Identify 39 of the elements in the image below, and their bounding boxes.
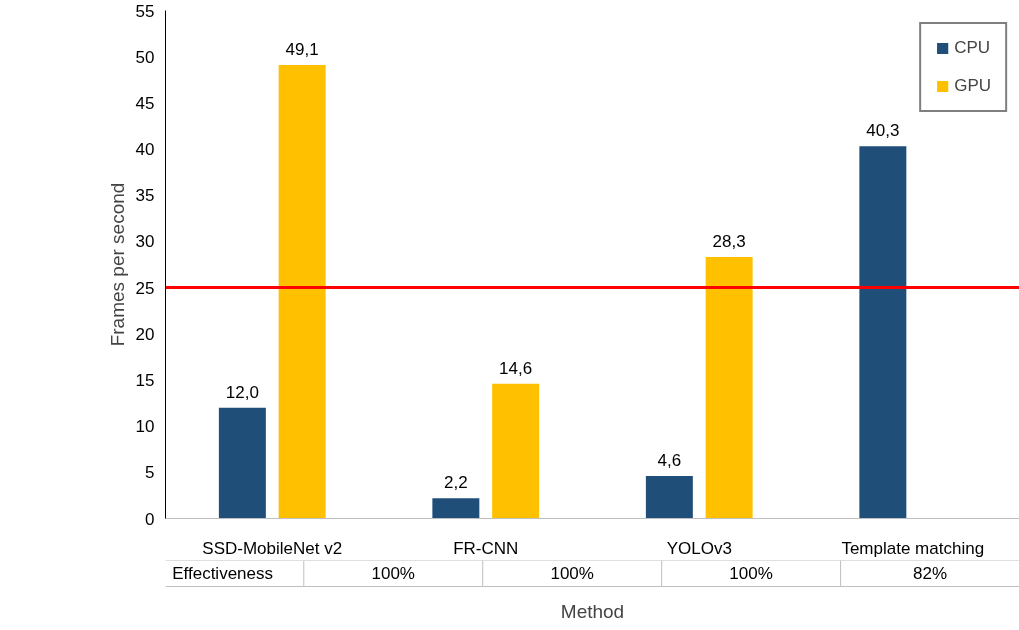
data-label: 2,2 [444, 473, 468, 493]
x-axis-title: Method [560, 600, 625, 622]
x-tick-label: YOLOv3 [666, 538, 732, 558]
data-label: 40,3 [866, 121, 900, 141]
data-label: 4,6 [657, 451, 682, 471]
y-tick-label: 20 [135, 324, 155, 344]
data-label: 14,6 [499, 358, 533, 378]
bar [432, 498, 480, 519]
text: 100% [729, 563, 773, 583]
bar [645, 476, 693, 519]
text: 100% [550, 563, 594, 583]
text: 82% [913, 563, 948, 583]
legend-label: CPU [954, 38, 991, 58]
x-tick-label: SSD-MobileNet v2 [202, 538, 343, 558]
y-tick-label: 10 [135, 417, 155, 437]
data-label: 28,3 [712, 232, 746, 252]
data-label: 12,0 [225, 382, 259, 402]
bar [705, 257, 753, 519]
text: 100% [371, 563, 415, 583]
y-tick-label: 30 [135, 232, 155, 252]
legend-label: GPU [954, 76, 991, 96]
y-tick-label: 35 [135, 186, 155, 206]
y-tick-label: 15 [135, 370, 155, 390]
y-tick-label: 0 [145, 509, 155, 529]
y-tick-label: 5 [145, 463, 155, 483]
data-label: 49,1 [285, 39, 319, 59]
y-tick-label: 40 [135, 140, 155, 160]
y-tick-label: 55 [135, 1, 155, 21]
text: Effectiveness [172, 563, 273, 583]
x-tick-label: FR-CNN [453, 538, 519, 558]
bar [218, 407, 266, 519]
y-tick-label: 50 [135, 47, 155, 67]
bar [859, 146, 907, 519]
bar [492, 383, 540, 519]
y-tick-label: 45 [135, 93, 155, 113]
bar [278, 64, 326, 519]
y-tick-label: 25 [135, 278, 155, 298]
y-axis-title: Frames per second [106, 182, 128, 347]
x-tick-label: Template matching [841, 538, 985, 558]
